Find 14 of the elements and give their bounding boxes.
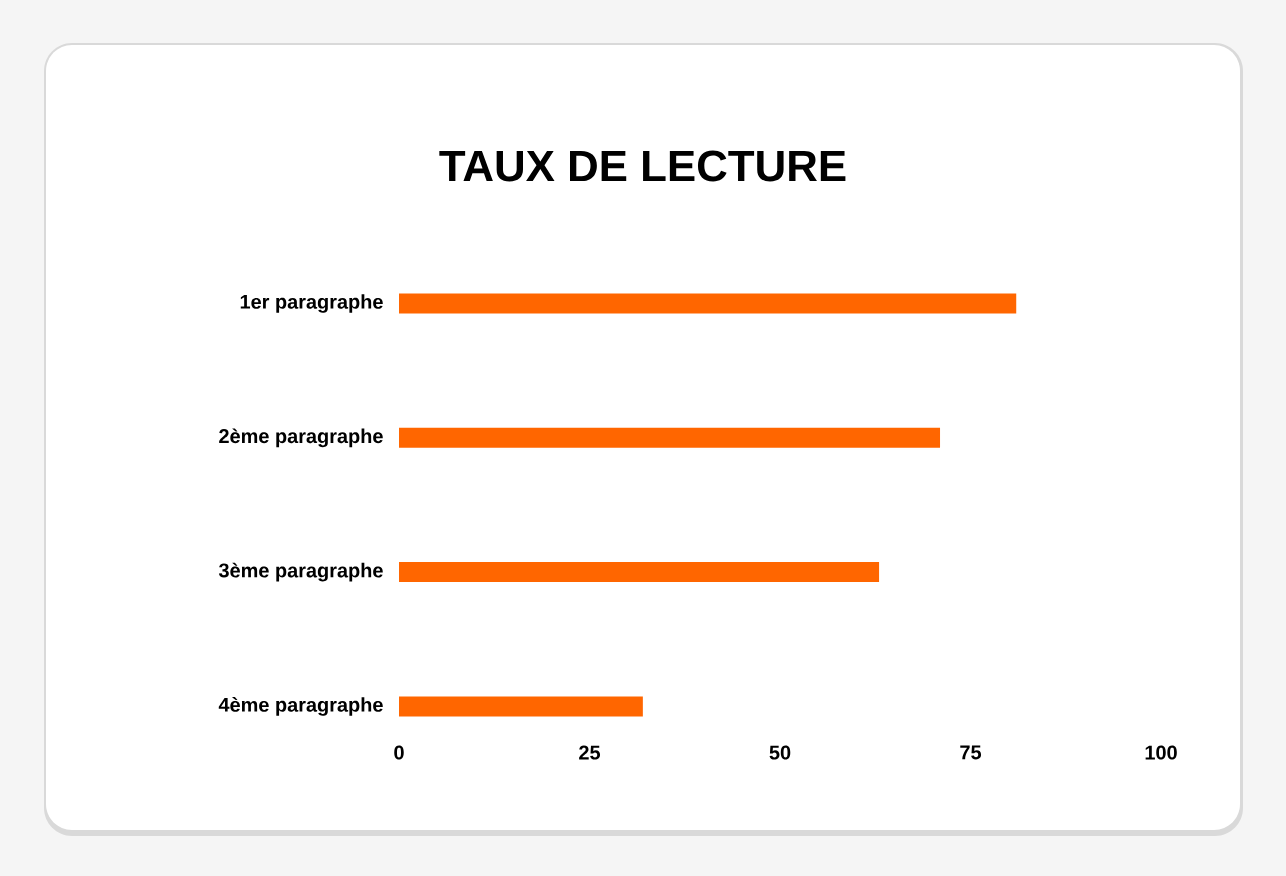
bar xyxy=(399,427,941,448)
y-tick-label: 4ème paragraphe xyxy=(218,697,383,716)
bar xyxy=(399,696,643,717)
x-tick-label: 25 xyxy=(579,745,601,760)
bar xyxy=(399,562,880,583)
x-tick-label: 50 xyxy=(769,745,791,760)
chart-title: TAUX DE LECTURE xyxy=(439,150,846,182)
y-tick-label: 3ème paragraphe xyxy=(218,562,383,582)
x-tick-label: 75 xyxy=(960,745,982,760)
y-tick-label: 2ème paragraphe xyxy=(219,428,383,448)
x-tick-label: 0 xyxy=(394,745,404,760)
x-tick-label: 100 xyxy=(1145,745,1177,760)
y-tick-label: 1er paragraphe xyxy=(240,294,383,313)
bar xyxy=(399,293,1017,314)
